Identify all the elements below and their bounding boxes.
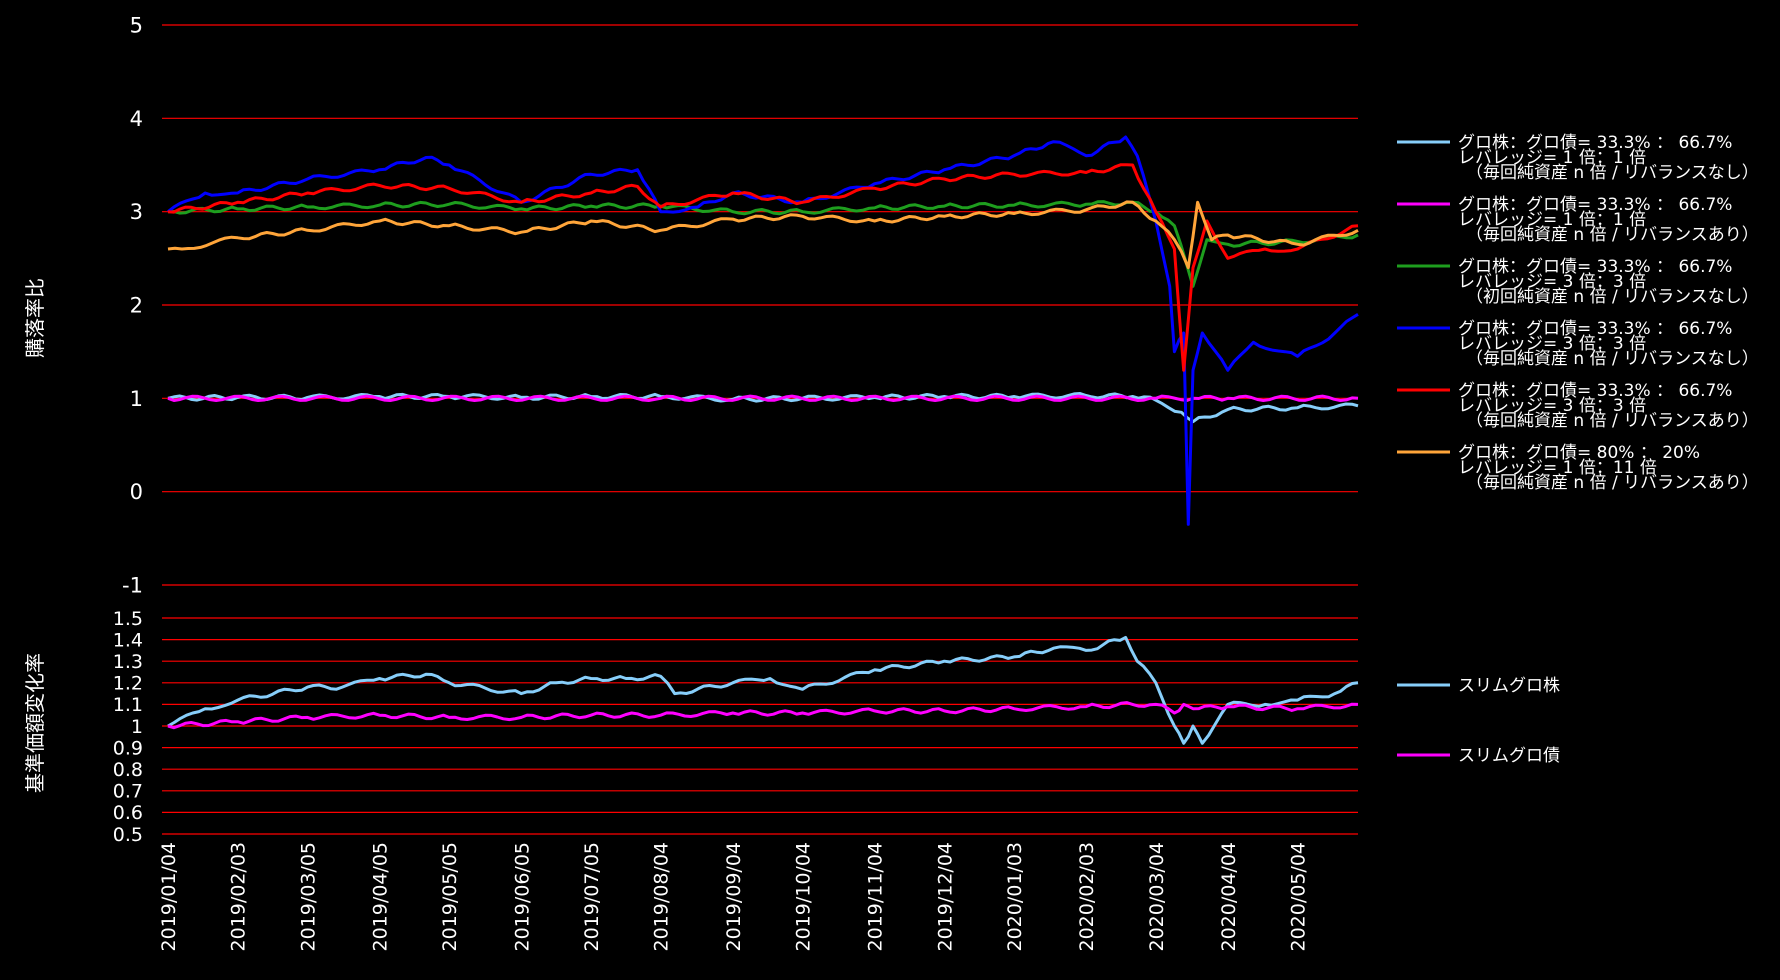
x-tick-label: 2019/03/05 <box>297 842 319 952</box>
top-series-line-1 <box>167 394 1359 402</box>
x-tick-label: 2019/06/05 <box>511 842 533 952</box>
top-legend-text: グロ株：グロ債= 33.3% ： 66.7% <box>1458 381 1732 401</box>
bottom-legend-text: スリムグロ債 <box>1458 746 1560 766</box>
top-legend-text: グロ株：グロ債= 80% ： 20% <box>1458 443 1700 463</box>
bottom-legend-text: スリムグロ株 <box>1458 676 1560 696</box>
top-y-tick-label: 3 <box>130 200 143 224</box>
top-legend-text: グロ株：グロ債= 33.3% ： 66.7% <box>1458 319 1732 339</box>
bottom-y-tick-label: 1.2 <box>113 673 143 695</box>
bottom-series-line-0 <box>167 635 1359 745</box>
x-tick-label: 2019/04/05 <box>370 842 392 952</box>
top-y-axis-label: 購落率比 <box>23 278 47 358</box>
x-tick-label: 2020/05/04 <box>1288 842 1310 952</box>
bottom-series-lines <box>167 635 1359 745</box>
x-tick-label: 2019/02/03 <box>228 842 250 952</box>
x-tick-label: 2020/04/04 <box>1218 842 1240 952</box>
top-legend-text: （毎回純資産 n 倍 / リバランスなし） <box>1466 349 1759 369</box>
bottom-y-tick-label: 0.8 <box>113 759 143 781</box>
top-legend-text: （毎回純資産 n 倍 / リバランスあり） <box>1466 411 1759 431</box>
top-legend-text: レバレッジ= 3 倍：3 倍 <box>1458 272 1646 292</box>
top-y-tick-label: 5 <box>130 14 143 38</box>
bottom-y-tick-label: 1 <box>131 716 143 738</box>
top-legend-text: レバレッジ= 3 倍：3 倍 <box>1458 396 1646 416</box>
top-series-line-3 <box>167 135 1359 526</box>
top-y-tick-label: -1 <box>122 574 143 598</box>
top-series-line-2 <box>167 200 1359 288</box>
top-y-tick-label: 2 <box>130 294 143 318</box>
top-series-lines <box>167 135 1359 526</box>
top-legend-text: （毎回純資産 n 倍 / リバランスあり） <box>1466 473 1759 493</box>
top-series-line-4 <box>167 163 1359 372</box>
x-tick-label: 2020/02/03 <box>1076 842 1098 952</box>
x-tick-label: 2019/08/04 <box>651 842 673 952</box>
top-legend-text: グロ株：グロ債= 33.3% ： 66.7% <box>1458 133 1732 153</box>
top-legend: グロ株：グロ債= 33.3% ： 66.7%レバレッジ= 1 倍：1 倍（毎回純… <box>1397 133 1759 493</box>
bottom-y-tick-label: 0.7 <box>113 781 143 803</box>
top-legend-text: （毎回純資産 n 倍 / リバランスあり） <box>1466 225 1759 245</box>
bottom-y-tick-label: 0.9 <box>113 737 143 759</box>
top-y-tick-label: 0 <box>130 480 143 504</box>
top-y-tick-label: 1 <box>130 387 143 411</box>
bottom-y-tick-label: 1.4 <box>113 629 143 651</box>
bottom-y-ticks: 1.51.41.31.21.110.90.80.70.60.5 <box>113 608 143 846</box>
top-legend-text: （毎回純資産 n 倍 / リバランスなし） <box>1466 163 1759 183</box>
top-legend-text: レバレッジ= 1 倍：1 倍 <box>1458 210 1646 230</box>
bottom-y-tick-label: 0.5 <box>113 824 143 846</box>
top-series-line-5 <box>167 200 1359 270</box>
top-y-ticks: 5 4 3 2 1 0 -1 <box>122 14 143 598</box>
x-tick-label: 2019/07/05 <box>581 842 603 952</box>
x-tick-label: 2019/12/04 <box>934 842 956 952</box>
x-tick-label: 2019/10/04 <box>793 842 815 952</box>
top-legend-text: レバレッジ= 1 倍：1 倍 <box>1458 148 1646 168</box>
top-legend-text: グロ株：グロ債= 33.3% ： 66.7% <box>1458 257 1732 277</box>
x-tick-label: 2019/09/04 <box>723 842 745 952</box>
top-legend-text: レバレッジ= 1 倍：11 倍 <box>1458 458 1657 478</box>
x-tick-label: 2019/01/04 <box>158 842 180 952</box>
bottom-y-tick-label: 1.1 <box>113 694 143 716</box>
x-tick-label: 2019/11/04 <box>865 842 887 952</box>
top-legend-text: レバレッジ= 3 倍：3 倍 <box>1458 334 1646 354</box>
top-legend-text: グロ株：グロ債= 33.3% ： 66.7% <box>1458 195 1732 215</box>
bottom-y-tick-label: 1.5 <box>113 608 143 630</box>
top-y-tick-label: 4 <box>130 107 143 131</box>
bottom-series-line-1 <box>167 701 1359 730</box>
bottom-y-axis-label: 基準価額変化率 <box>23 653 47 793</box>
bottom-y-tick-label: 1.3 <box>113 651 143 673</box>
x-ticks: 2019/01/04 2019/02/03 2019/03/05 2019/04/05… <box>158 842 1310 952</box>
x-tick-label: 2020/01/03 <box>1004 842 1026 952</box>
top-legend-text: （初回純資産 n 倍 / リバランスなし） <box>1466 287 1759 307</box>
x-tick-label: 2019/05/05 <box>439 842 461 952</box>
bottom-y-tick-label: 0.6 <box>113 802 143 824</box>
bottom-grid <box>162 617 1358 835</box>
x-tick-label: 2020/03/04 <box>1146 842 1168 952</box>
